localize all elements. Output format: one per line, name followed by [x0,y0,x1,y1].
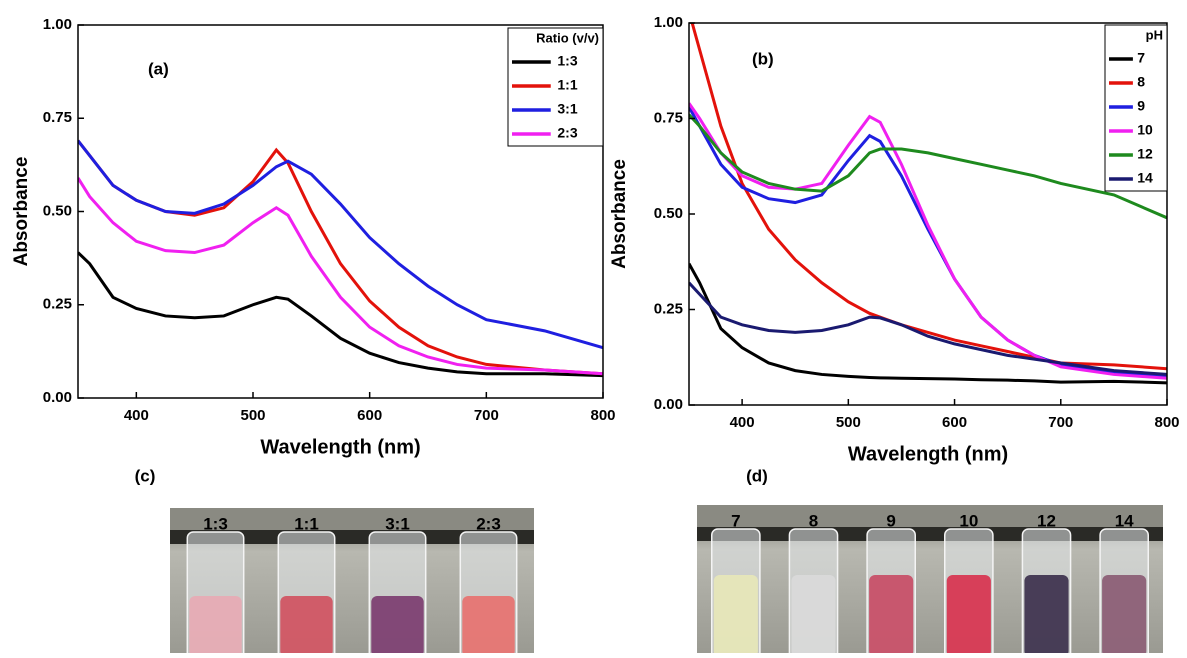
x-axis-title: Wavelength (nm) [848,443,1008,465]
data-line [78,139,603,350]
tube-label: 9 [886,511,895,530]
panel-label: (a) [148,59,169,78]
tube-solution [371,596,424,657]
photo-rack [170,508,534,530]
tube-solution [462,596,515,657]
y-tick-label: 0.75 [654,109,683,126]
data-line [689,102,1167,380]
data-line [78,251,603,378]
photo-rack [697,505,1163,527]
tube-label: 2:3 [476,514,501,533]
data-line [689,113,1167,220]
tube-label: 1:1 [294,514,319,533]
y-tick-label: 1.00 [43,16,72,33]
legend-label: 8 [1137,74,1145,90]
tube-solution [946,575,991,657]
x-tick-label: 500 [240,407,265,424]
tube-label: 10 [959,511,978,530]
x-tick-label: 600 [357,407,382,424]
legend-label: 7 [1137,50,1145,66]
y-axis-title: Absorbance [609,159,630,269]
legend-label: 1:3 [557,53,577,69]
legend-label: 10 [1137,122,1153,138]
x-tick-label: 800 [590,407,615,424]
data-line [689,262,1167,385]
photo-label: (c) [135,466,156,485]
tube-solution [713,575,758,657]
y-tick-label: 0.50 [654,205,683,222]
legend-title: Ratio (v/v) [536,30,599,45]
y-tick-label: 0.75 [43,109,72,126]
tube-label: 8 [809,511,818,530]
tube-label: 7 [731,511,740,530]
x-tick-label: 400 [730,414,755,431]
panel-label: (b) [752,49,774,68]
legend-label: 2:3 [557,125,577,141]
tube-label: 14 [1115,511,1134,530]
tube-label: 3:1 [385,514,410,533]
y-tick-label: 0.25 [43,296,72,313]
legend-title: pH [1146,27,1163,42]
legend-label: 12 [1137,146,1153,162]
photo-shadow [697,527,1163,541]
data-line [689,281,1167,376]
photo-shadow [170,530,534,544]
tube-label: 12 [1037,511,1056,530]
legend-label: 1:1 [557,77,577,93]
tube-label: 1:3 [203,514,228,533]
y-axis-title: Absorbance [11,157,32,267]
tube-solution [280,596,333,657]
x-tick-label: 500 [836,414,861,431]
tube-solution [189,596,242,657]
tube-solution [1024,575,1069,657]
data-line [78,177,603,376]
y-tick-label: 0.00 [43,389,72,406]
tube-solution [1102,575,1147,657]
y-tick-label: 0.00 [654,396,683,413]
tube-solution [791,575,836,657]
tube-solution [869,575,914,657]
legend-label: 3:1 [557,101,577,117]
x-tick-label: 400 [124,407,149,424]
y-tick-label: 0.50 [43,202,72,219]
x-tick-label: 600 [942,414,967,431]
x-axis-title: Wavelength (nm) [260,436,420,458]
y-tick-label: 0.25 [654,300,683,317]
photo-label: (d) [746,466,768,485]
y-tick-label: 1.00 [654,14,683,31]
x-tick-label: 800 [1154,414,1179,431]
x-tick-label: 700 [1048,414,1073,431]
legend-label: 14 [1137,170,1153,186]
x-tick-label: 700 [474,407,499,424]
legend-label: 9 [1137,98,1145,114]
